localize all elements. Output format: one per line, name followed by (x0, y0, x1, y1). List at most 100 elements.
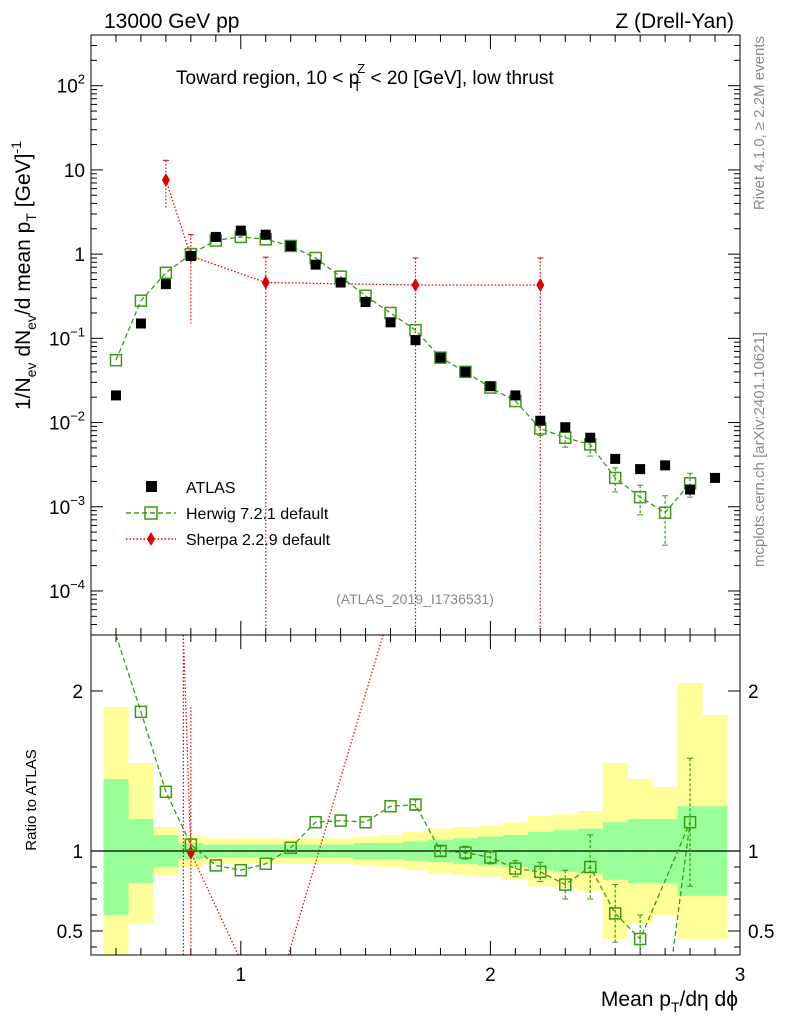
ratio-panel: 0.5 0.5 1 1 2 2 1 2 3 Ratio to ATLAS Mean pT/dη … (23, 634, 774, 1015)
main-ytick-label: 10−1 (49, 324, 85, 350)
herwig-ratio-point (234, 863, 248, 877)
herwig-point (134, 294, 148, 307)
plot-title-post: < 20 [GeV], low thrust (365, 68, 554, 89)
header-right: Z (Drell-Yan) (615, 10, 734, 33)
herwig-ratio-point (633, 932, 647, 946)
herwig-point (284, 239, 297, 253)
plot-title-sub: T (353, 79, 361, 94)
ratio-ytick-label: 0.5 (57, 922, 83, 943)
atlas-point (285, 240, 296, 251)
herwig-ratio-point (559, 878, 572, 891)
main-ytick-label: 10 (64, 161, 85, 182)
herwig-ratio-point (159, 785, 173, 799)
sherpa-line (165, 179, 541, 286)
herwig-point (434, 351, 447, 364)
atlas-point (410, 335, 421, 346)
atlas-point (260, 229, 271, 240)
atlas-point (685, 484, 696, 495)
header-left: 13000 GeV pp (104, 10, 239, 33)
herwig-ratio-point (534, 865, 547, 879)
atlas-point (460, 366, 471, 377)
herwig-ratio-point (434, 844, 447, 858)
atlas-point (585, 432, 596, 443)
plot-title: Toward region, 10 < pTZ < 20 [GeV], low … (176, 61, 554, 94)
atlas-point (610, 453, 621, 464)
herwig-ratio-point (284, 841, 297, 855)
atlas-point (110, 390, 121, 401)
ratio-ytick-label: 1 (72, 842, 83, 863)
sherpa-ratio-point (186, 845, 195, 860)
herwig-ratio-point (359, 815, 372, 829)
ratio-frame (90, 634, 741, 956)
ratio-series (115, 634, 697, 956)
atlas-point (185, 250, 196, 261)
main-series (109, 159, 721, 635)
herwig-point (109, 353, 123, 367)
xtick-label: 2 (485, 965, 496, 986)
sherpa-point (161, 172, 170, 187)
herwig-point (384, 306, 397, 320)
plot-title-pre: Toward region, 10 < p (176, 68, 359, 89)
main-ytick-label: 102 (57, 72, 85, 98)
legend-atlas-marker (146, 481, 157, 492)
atlas-point (210, 231, 221, 242)
herwig-ratio-point (384, 799, 397, 813)
mcplots-label: mcplots.cern.ch [arXiv:2401.10621] (751, 332, 768, 567)
herwig-point (658, 506, 672, 519)
herwig-ratio-point (209, 859, 223, 872)
herwig-ratio-point (334, 814, 347, 827)
herwig-ratio-point (184, 838, 198, 851)
legend-herwig-marker (144, 506, 158, 520)
sherpa-point (261, 275, 270, 290)
atlas-point (710, 472, 721, 483)
herwig-ratio-line (115, 634, 691, 956)
sherpa-ratio-line (287, 634, 384, 956)
main-ytick-label: 10−2 (49, 409, 85, 435)
ratio-ylabel: Ratio to ATLAS (23, 749, 40, 850)
atlas-point (385, 317, 396, 328)
herwig-line (115, 236, 691, 514)
ratio-ytick-label: 2 (72, 682, 83, 703)
herwig-point (559, 431, 572, 444)
herwig-ratio-point (608, 907, 622, 920)
atlas-point (660, 460, 671, 471)
herwig-point (608, 471, 622, 485)
main-axes: 10−4 10−3 10−2 10−1 1 10 102 (49, 34, 741, 636)
sherpa-ratio-line (182, 634, 239, 956)
herwig-ratio-point (134, 705, 148, 719)
main-panel: 10−4 10−3 10−2 10−1 1 10 102 Toward region, 10… (8, 34, 741, 636)
atlas-point (535, 415, 546, 426)
herwig-ratio-point (309, 815, 322, 829)
herwig-point (409, 323, 422, 337)
uncertainty-band-inner (103, 779, 129, 915)
rivet-label: Rivet 4.1.0, ≥ 2.2M events (751, 36, 768, 210)
xtick-label: 3 (735, 965, 746, 986)
herwig-ratio-point (259, 857, 272, 871)
legend: ATLAS Herwig 7.2.1 default Sherpa 2.2.9 … (126, 480, 331, 549)
atlas-point (435, 352, 446, 363)
main-ylabel: 1/Nev dNev/d mean pT [GeV]-1 (8, 141, 39, 410)
atlas-point (510, 390, 521, 401)
herwig-ratio-point (583, 860, 597, 874)
legend-herwig-label: Herwig 7.2.1 default (186, 506, 329, 523)
herwig-ratio-point (459, 846, 472, 859)
analysis-watermark: (ATLAS_2019_I1736531) (336, 591, 494, 607)
herwig-point (459, 365, 472, 379)
plot-title-sup: Z (357, 61, 365, 76)
main-ytick-label: 10−3 (49, 493, 85, 519)
atlas-point (635, 464, 646, 475)
herwig-point (633, 490, 647, 504)
atlas-point (160, 279, 171, 290)
main-ytick-label: 10−4 (49, 577, 85, 603)
atlas-point (485, 381, 496, 392)
legend-sherpa-label: Sherpa 2.2.9 default (186, 532, 331, 549)
legend-sherpa-marker (147, 532, 155, 546)
ratio-ytick-label-right: 1 (748, 842, 759, 863)
atlas-point (310, 259, 321, 270)
ratio-ytick-label-right: 0.5 (748, 922, 774, 943)
atlas-point (235, 225, 246, 236)
legend-atlas-label: ATLAS (186, 480, 236, 497)
sherpa-point (536, 277, 545, 292)
atlas-point (560, 422, 571, 433)
